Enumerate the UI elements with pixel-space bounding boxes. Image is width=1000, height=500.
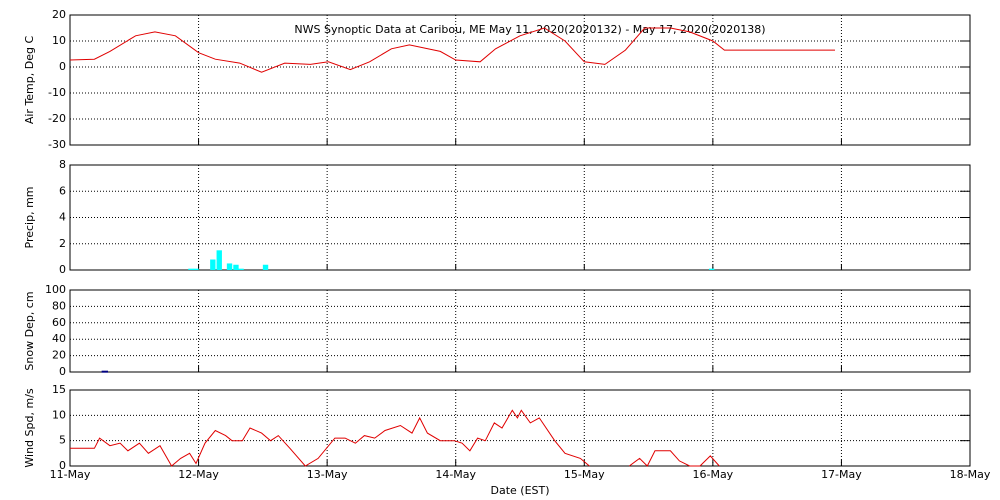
y-axis-label: Wind Spd, m/s (23, 388, 36, 468)
bar (709, 268, 715, 270)
bar (101, 370, 109, 373)
y-tick-label: 60 (52, 316, 66, 329)
y-tick-label: 2 (59, 237, 66, 250)
plot-frame (69, 289, 971, 373)
y-tick-label: 0 (59, 263, 66, 276)
y-tick-label: 20 (52, 349, 66, 362)
y-tick-label: 10 (52, 34, 66, 47)
y-tick-label: 0 (59, 60, 66, 73)
bar (216, 250, 222, 270)
y-tick-label: 0 (59, 365, 66, 378)
x-tick-label: 18-May (950, 468, 991, 481)
x-tick-label: 13-May (307, 468, 348, 481)
y-tick-label: -30 (48, 138, 66, 151)
y-tick-label: 100 (45, 283, 66, 296)
plot-frame (69, 164, 971, 271)
bar (238, 268, 244, 270)
data-line (70, 409, 720, 467)
x-tick-label: 11-May (50, 468, 91, 481)
y-tick-label: 20 (52, 8, 66, 21)
y-axis-label: Precip, mm (23, 187, 36, 249)
y-tick-label: 80 (52, 299, 66, 312)
bar (233, 264, 239, 270)
y-tick-label: -10 (48, 86, 66, 99)
x-tick-label: 16-May (692, 468, 733, 481)
x-tick-label: 15-May (564, 468, 605, 481)
y-tick-label: 5 (59, 434, 66, 447)
y-tick-label: 10 (52, 408, 66, 421)
y-tick-label: 0 (59, 459, 66, 472)
data-line (69, 27, 835, 73)
y-axis-label: Snow Dep, cm (23, 291, 36, 370)
x-tick-label: 14-May (435, 468, 476, 481)
plot-frame (69, 389, 971, 467)
y-tick-label: 15 (52, 383, 66, 396)
bar (226, 263, 233, 270)
y-tick-label: -20 (48, 112, 66, 125)
y-tick-label: 6 (59, 184, 66, 197)
y-axis-label: Air Temp, Deg C (23, 36, 36, 125)
y-tick-label: 4 (59, 211, 66, 224)
bar (262, 264, 269, 270)
plot-frame (69, 14, 971, 146)
bar (188, 268, 194, 270)
x-tick-label: 17-May (821, 468, 862, 481)
x-axis-label: Date (EST) (490, 484, 549, 497)
bar (210, 259, 216, 270)
y-tick-label: 8 (59, 158, 66, 171)
y-tick-label: 40 (52, 332, 66, 345)
chart-title: NWS Synoptic Data at Caribou, ME May 11,… (294, 23, 765, 36)
bar (193, 268, 199, 270)
x-tick-label: 12-May (178, 468, 219, 481)
